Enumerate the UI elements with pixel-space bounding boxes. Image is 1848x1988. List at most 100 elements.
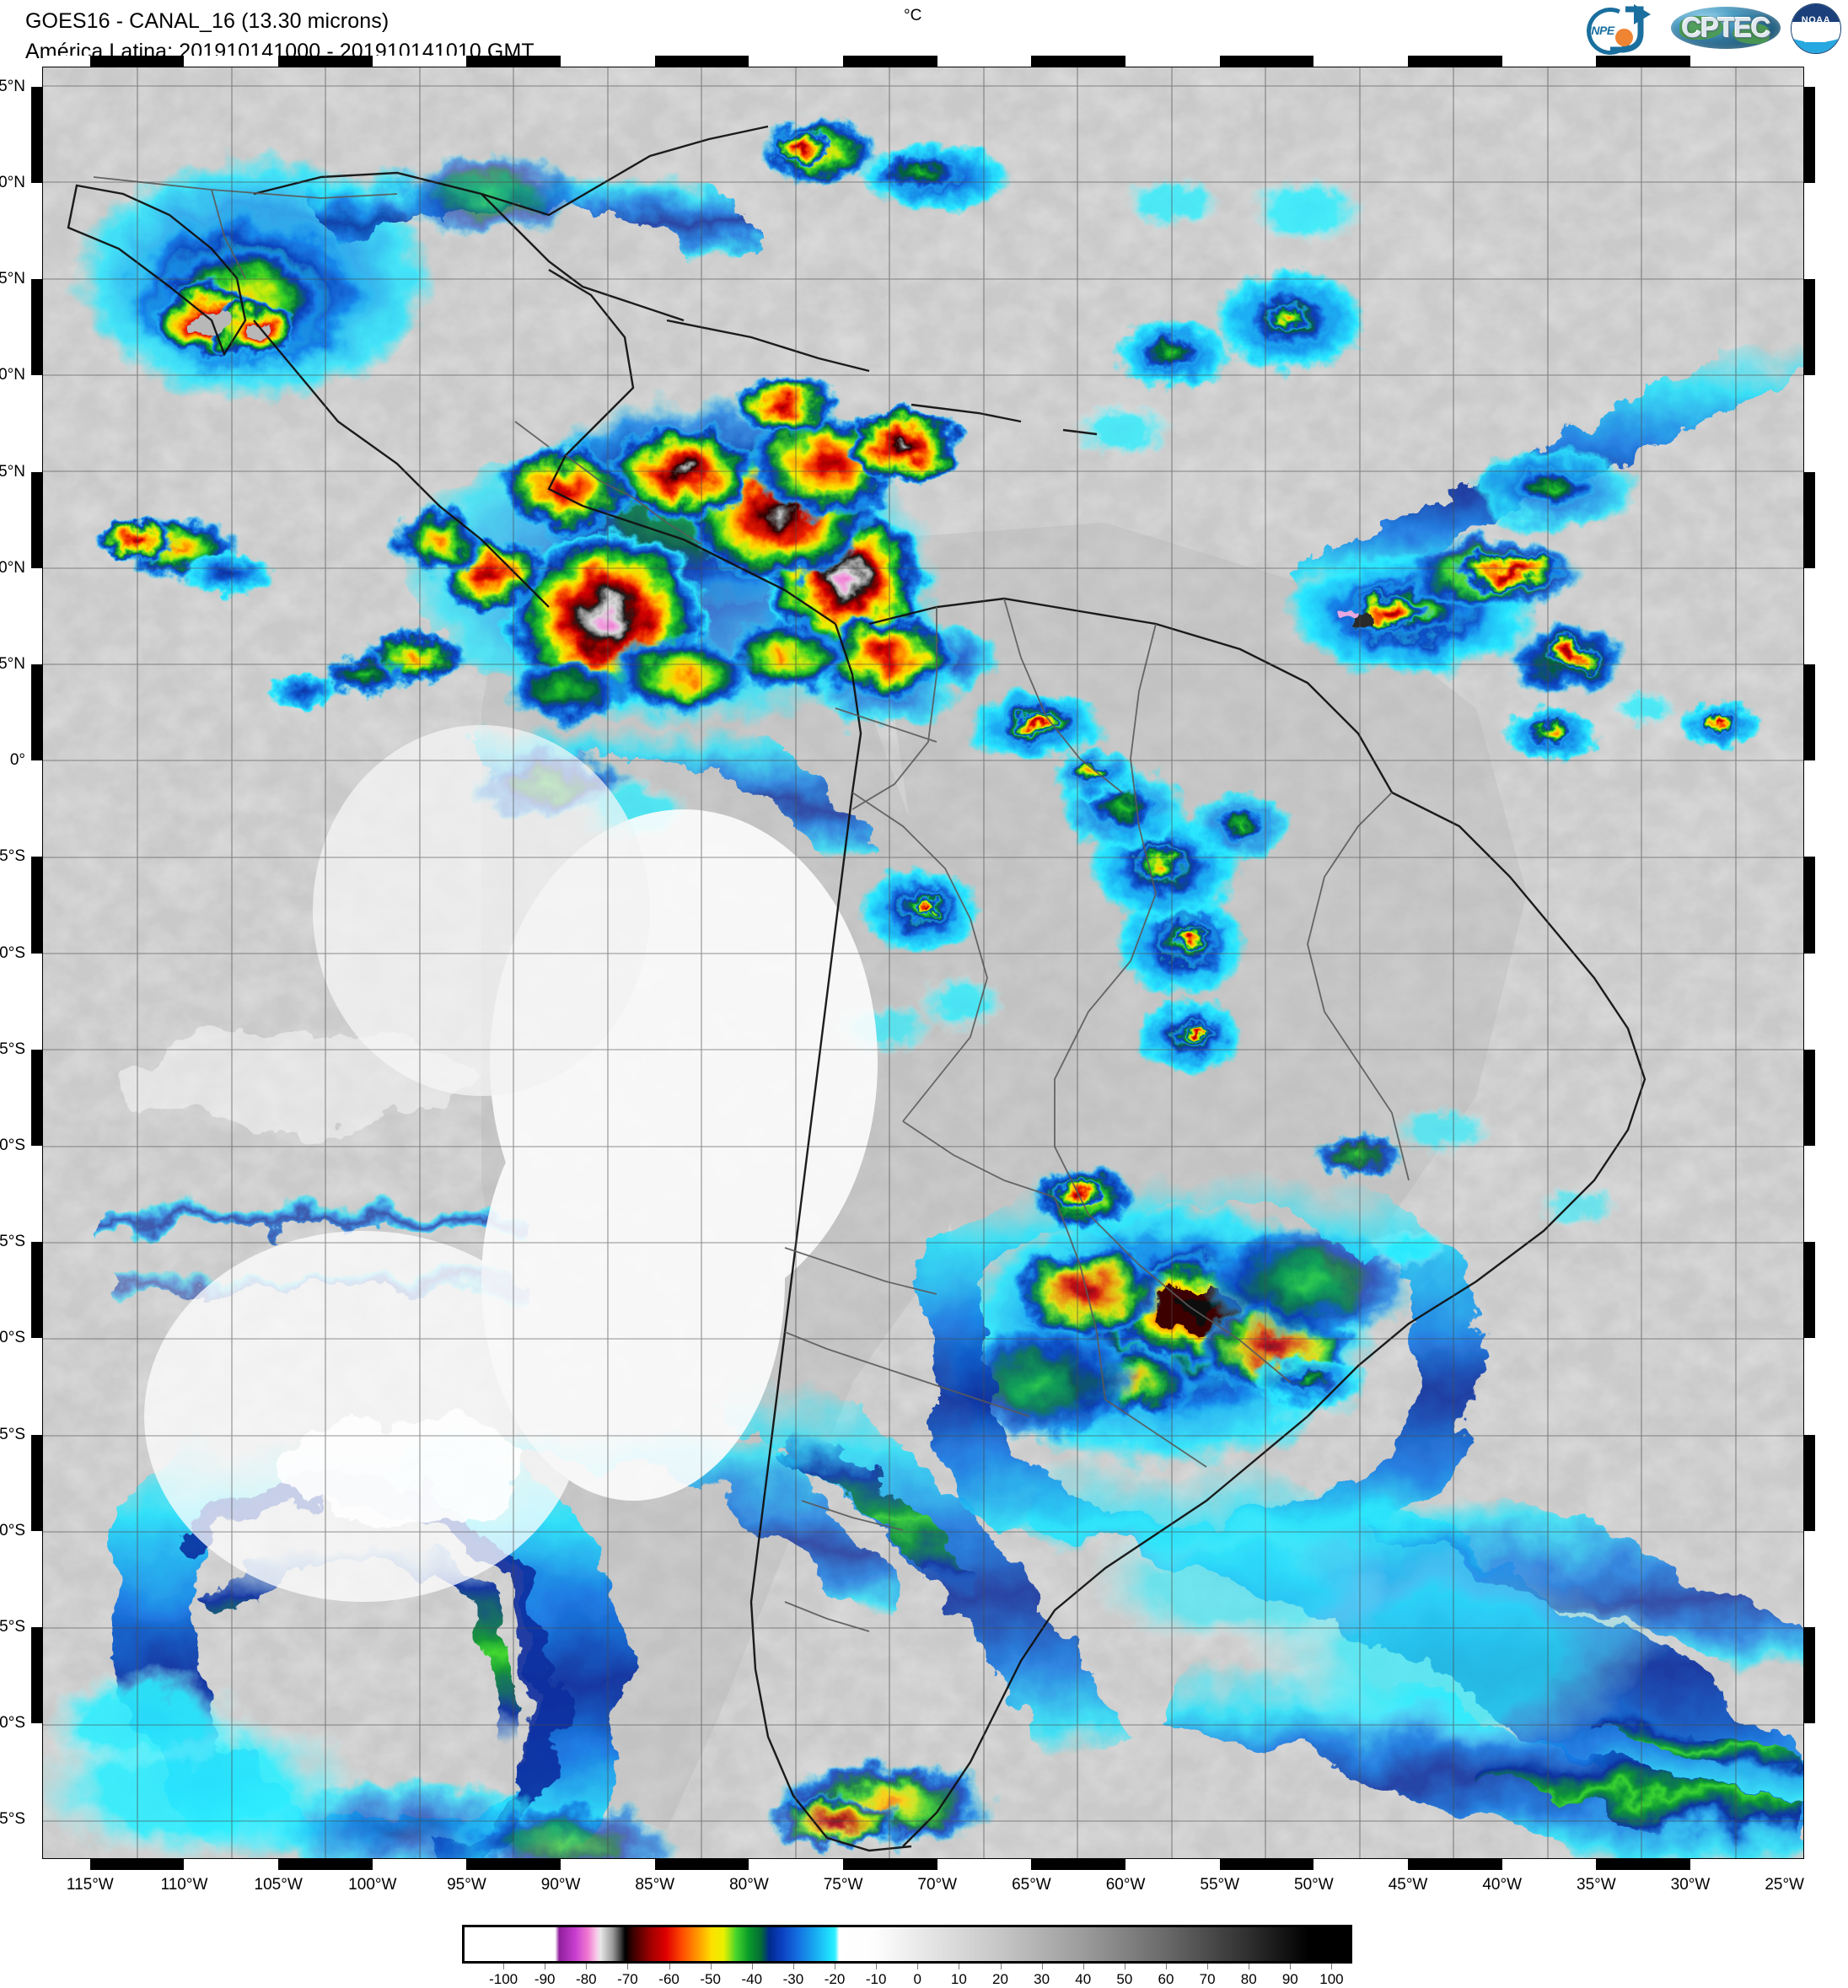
- colorbar-tick: [1000, 1964, 1002, 1969]
- map-gridlines: [43, 67, 1803, 1858]
- lat-tick-label: 30°N: [0, 174, 25, 192]
- lat-tick-label: 5°N: [0, 655, 25, 673]
- mcs-outflow-band: [924, 1150, 1480, 1582]
- equatorial-atlantic-convection: [1392, 690, 1761, 1226]
- lat-tick-label: 10°S: [0, 943, 25, 962]
- inpe-logo: INPE: [1580, 1, 1663, 62]
- lon-tick-label: 35°W: [1577, 1876, 1616, 1894]
- satellite-image: [43, 67, 1803, 1858]
- colorbar-tick: [876, 1964, 878, 1969]
- colorbar-tick-label: -60: [658, 1971, 680, 1987]
- lat-tick-label: 50°S: [0, 1714, 25, 1733]
- colorbar-tick: [1290, 1964, 1292, 1969]
- satellite-imagery-svg: [43, 67, 1803, 1858]
- colorbar-tick-label: 40: [1075, 1971, 1092, 1987]
- colorbar-tick: [1331, 1964, 1333, 1969]
- coastal-stratus: [144, 725, 878, 1602]
- colorbar-tick-label: 60: [1158, 1971, 1174, 1987]
- gulf-atlantic-convection: [760, 118, 1367, 457]
- colorbar-tick-label: 80: [1240, 1971, 1257, 1987]
- colorbar-tick-label: -30: [782, 1971, 804, 1987]
- lon-tick-label: 50°W: [1294, 1876, 1334, 1894]
- colorbar-tick: [751, 1964, 753, 1969]
- colorbar-tick-label: -50: [700, 1971, 721, 1987]
- colorbar-tick-label: 70: [1199, 1971, 1216, 1987]
- lat-tick-label: 20°S: [0, 1136, 25, 1154]
- satellite-map-frame: [31, 56, 1815, 1870]
- page-title: GOES16 - CANAL_16 (13.30 microns): [25, 9, 389, 33]
- noaa-logo-text: NOAA: [1801, 14, 1831, 25]
- tick-border-bottom: [43, 1859, 1803, 1870]
- lon-tick-label: 75°W: [823, 1876, 863, 1894]
- caribbean-deep-convection: [390, 373, 962, 728]
- eastern-pacific-cyclone: [73, 140, 764, 400]
- lat-tick-label: 25°S: [0, 1233, 25, 1251]
- lat-tick-label: 45°S: [0, 1617, 25, 1636]
- colorbar-tick-label: -100: [489, 1971, 518, 1987]
- colorbar-tick: [1165, 1964, 1167, 1969]
- tick-border-left: [31, 67, 42, 1858]
- inpe-arrow-icon: [1610, 4, 1651, 53]
- colorbar-unit-label: °C: [904, 7, 922, 24]
- colorbar-tick-label: 20: [992, 1971, 1008, 1987]
- colorbar-box: [462, 1925, 1352, 1964]
- patagonia-frontal-cloud: [718, 1347, 1123, 1848]
- lat-tick-label: 25°N: [0, 270, 25, 288]
- lon-tick-label: 25°W: [1765, 1876, 1804, 1894]
- frame-line-bottom: [42, 1857, 1804, 1859]
- tick-border-right: [1804, 67, 1815, 1858]
- colorbar-tick-label: 100: [1319, 1971, 1344, 1987]
- lon-tick-label: 100°W: [348, 1876, 397, 1894]
- lat-tick-label: 5°S: [0, 847, 25, 866]
- lon-tick-label: 65°W: [1012, 1876, 1051, 1894]
- inpe-logo-text: INPE: [1588, 24, 1614, 37]
- cptec-globe-icon: [1671, 7, 1781, 49]
- colorbar-tick-label: 90: [1281, 1971, 1298, 1987]
- south-atlantic-frontal-band: [1026, 1405, 1803, 1858]
- paraguay-convection: [1032, 1165, 1136, 1229]
- colorbar-gradient: [465, 1927, 1350, 1961]
- lon-tick-label: 45°W: [1388, 1876, 1428, 1894]
- country-borders: [93, 176, 1410, 1632]
- lat-tick-label: 15°N: [0, 462, 25, 481]
- colorbar-tick-label: -40: [741, 1971, 763, 1987]
- page-header: GOES16 - CANAL_16 (13.30 microns) Améric…: [0, 0, 1848, 63]
- lat-tick-label: 55°S: [0, 1810, 25, 1829]
- colorbar-tick-label: 10: [950, 1971, 967, 1987]
- amazon-convection: [1059, 767, 1291, 1075]
- lat-tick-label: 35°N: [0, 77, 25, 95]
- colorbar-tick-label: -80: [576, 1971, 597, 1987]
- colorbar-tick: [917, 1964, 919, 1969]
- lon-tick-label: 70°W: [917, 1876, 958, 1894]
- colorbar-tick: [1207, 1964, 1209, 1969]
- tick-border-top: [43, 56, 1803, 67]
- colorbar-tick: [710, 1964, 712, 1969]
- colorbar-tick: [792, 1964, 794, 1969]
- colorbar-tick-label: 50: [1116, 1971, 1133, 1987]
- colorbar-tick-label: -70: [617, 1971, 638, 1987]
- lon-tick-label: 85°W: [635, 1876, 675, 1894]
- noaa-seal-icon: NOAA: [1791, 3, 1841, 54]
- lon-tick-label: 55°W: [1200, 1876, 1240, 1894]
- lon-tick-label: 30°W: [1670, 1876, 1711, 1894]
- lon-tick-label: 110°W: [160, 1876, 208, 1894]
- frame-line-right: [1802, 67, 1804, 1859]
- inpe-dot-icon: [1615, 29, 1633, 46]
- lon-tick-label: 40°W: [1482, 1876, 1523, 1894]
- colorbar-tick: [1041, 1964, 1043, 1969]
- lat-tick-label: 20°N: [0, 366, 25, 384]
- cptec-logo-text: CPTEC: [1681, 12, 1771, 43]
- lon-tick-label: 115°W: [66, 1876, 114, 1894]
- colorbar-tick-label: 30: [1034, 1971, 1050, 1987]
- lat-tick-label: 35°S: [0, 1425, 25, 1443]
- colorbar-tick: [586, 1964, 588, 1969]
- lat-tick-label: 30°S: [0, 1329, 25, 1347]
- temperature-colorbar: [462, 1925, 1352, 1964]
- lat-tick-label: 10°N: [0, 558, 25, 577]
- cptec-logo: CPTEC: [1671, 3, 1781, 52]
- colorbar-tick: [669, 1964, 670, 1969]
- lon-tick-label: 95°W: [447, 1876, 486, 1894]
- colorbar-tick-label: 0: [913, 1971, 921, 1987]
- lat-tick-label: 15°S: [0, 1040, 25, 1058]
- logo-bar: INPE CPTEC NOAA: [1580, 1, 1841, 62]
